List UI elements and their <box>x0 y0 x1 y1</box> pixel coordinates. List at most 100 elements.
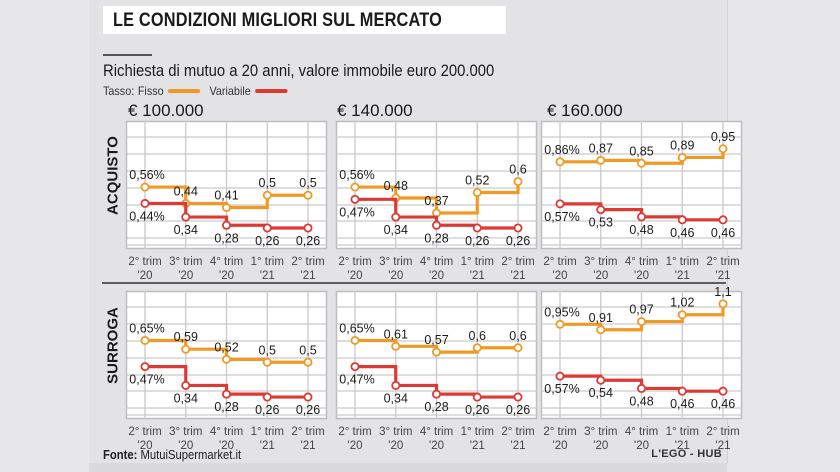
data-label-fisso: 0,41 <box>214 189 238 203</box>
data-point-fisso <box>555 157 565 167</box>
data-point-variabile <box>140 362 150 372</box>
source-value: MutuiSupermarket.it <box>140 448 242 462</box>
data-label-fisso: 0,6 <box>469 329 486 343</box>
data-point-variabile <box>181 380 191 390</box>
data-label-fisso: 0,5 <box>299 176 316 190</box>
data-point-fisso <box>472 188 482 198</box>
x-tick-year: '20 <box>429 440 444 452</box>
x-tick-year: '21 <box>716 440 731 452</box>
data-label-fisso: 0,97 <box>629 303 653 317</box>
data-point-fisso <box>181 344 191 354</box>
data-label-variabile: 0,34 <box>174 391 198 405</box>
legend-label-variabile: Variabile <box>209 84 251 98</box>
data-label-fisso: 0,56% <box>339 168 374 182</box>
data-label-variabile: 0,26 <box>255 403 279 417</box>
x-tick-year: '20 <box>219 440 234 452</box>
legend-swatch-fisso <box>168 89 201 93</box>
x-tick-label: 2° trim <box>543 426 576 438</box>
x-tick-year: '20 <box>429 270 444 282</box>
x-tick-label: 2° trim <box>128 256 161 268</box>
x-tick-year: '20 <box>348 440 363 452</box>
source-note: Fonte: MutuiSupermarket.it <box>103 448 241 462</box>
data-point-fisso <box>303 357 313 367</box>
data-point-variabile <box>303 392 313 402</box>
data-label-variabile: 0,47% <box>339 205 374 219</box>
data-label-fisso: 0,6 <box>509 329 526 343</box>
data-label-fisso: 0,37 <box>424 194 448 208</box>
data-label-variabile: 0,46 <box>711 397 735 411</box>
data-label-variabile: 0,47% <box>129 373 164 387</box>
data-point-variabile <box>513 223 523 233</box>
data-label-variabile: 0,26 <box>255 234 279 248</box>
data-point-variabile <box>262 223 272 233</box>
data-point-variabile <box>391 212 401 222</box>
chart-title: LE CONDIZIONI MIGLIORI SUL MERCATO <box>113 10 443 31</box>
x-tick-year: '20 <box>219 270 234 282</box>
x-tick-year: '20 <box>138 440 153 452</box>
panel-surroga-2: 0,65% 0,61 0,57 0,6 0,6 0,47% 0,34 0,28 0,26 0,26… <box>335 290 538 452</box>
data-point-fisso <box>391 341 401 351</box>
data-label-variabile: 0,26 <box>506 234 530 248</box>
data-label-fisso: 0,85 <box>629 144 653 158</box>
x-tick-year: '21 <box>260 270 275 282</box>
data-label-fisso: 0,61 <box>384 327 408 341</box>
data-point-fisso <box>262 357 272 367</box>
data-label-fisso: 0,57 <box>424 333 448 347</box>
legend-swatch-variabile <box>255 89 288 93</box>
data-label-variabile: 0,46 <box>711 226 735 240</box>
data-point-variabile <box>677 386 687 396</box>
x-tick-year: '21 <box>716 270 731 282</box>
data-label-variabile: 0,44% <box>129 209 164 223</box>
data-point-variabile <box>513 392 523 402</box>
data-label-variabile: 0,28 <box>214 231 238 245</box>
data-point-variabile <box>677 215 687 225</box>
x-tick-year: '20 <box>593 440 608 452</box>
x-tick-year: '20 <box>388 440 403 452</box>
data-point-fisso <box>555 319 565 329</box>
data-point-fisso <box>350 336 360 346</box>
x-tick-label: 1° trim <box>251 256 284 268</box>
x-tick-label: 2° trim <box>338 426 371 438</box>
panel-acquisto-2: 0,56% 0,48 0,37 0,52 0,6 0,47% 0,34 0,28 0,26 0,2… <box>335 120 538 282</box>
data-point-fisso <box>677 152 687 162</box>
data-label-fisso: 0,5 <box>299 343 316 357</box>
data-label-fisso: 0,91 <box>589 311 613 325</box>
data-point-fisso <box>596 155 606 165</box>
x-tick-label: 2° trim <box>543 256 576 268</box>
data-label-variabile: 0,57% <box>544 382 579 396</box>
data-label-fisso: 0,59 <box>174 330 198 344</box>
x-tick-year: '20 <box>593 270 608 282</box>
legend: Tasso: Fisso Variabile <box>103 84 297 98</box>
data-label-fisso: 0,95 <box>711 130 735 144</box>
data-point-variabile <box>181 212 191 222</box>
data-label-variabile: 0,47% <box>339 373 374 387</box>
data-point-variabile <box>391 380 401 390</box>
panel-acquisto-3: 0,86% 0,87 0,85 0,89 0,95 0,57% 0,53 0,48 0,46 0,… <box>540 120 743 282</box>
x-tick-label: 4° trim <box>210 256 243 268</box>
data-point-fisso <box>718 299 728 309</box>
chart-subtitle: Richiesta di mutuo a 20 anni, valore imm… <box>103 62 495 80</box>
x-tick-year: '21 <box>470 270 485 282</box>
data-point-fisso <box>513 343 523 353</box>
credit-label: L'EGO - HUB <box>651 448 722 460</box>
data-point-variabile <box>262 392 272 402</box>
data-label-fisso: 0,5 <box>259 176 276 190</box>
x-tick-label: 4° trim <box>420 426 453 438</box>
data-label-variabile: 0,57% <box>544 210 579 224</box>
x-tick-label: 3° trim <box>169 426 202 438</box>
data-label-variabile: 0,48 <box>629 394 653 408</box>
data-point-fisso <box>718 144 728 154</box>
data-point-variabile <box>472 392 482 402</box>
data-point-fisso <box>262 190 272 200</box>
column-header-100000: € 100.000 <box>128 101 204 120</box>
data-point-variabile <box>555 199 565 209</box>
data-label-fisso: 0,89 <box>670 138 694 152</box>
data-label-variabile: 0,34 <box>384 223 408 237</box>
data-label-variabile: 0,26 <box>296 403 320 417</box>
row-divider <box>102 282 726 284</box>
data-label-variabile: 0,53 <box>589 216 613 230</box>
x-tick-year: '20 <box>634 270 649 282</box>
data-point-variabile <box>555 371 565 381</box>
x-tick-label: 4° trim <box>625 256 658 268</box>
x-tick-year: '20 <box>178 270 193 282</box>
